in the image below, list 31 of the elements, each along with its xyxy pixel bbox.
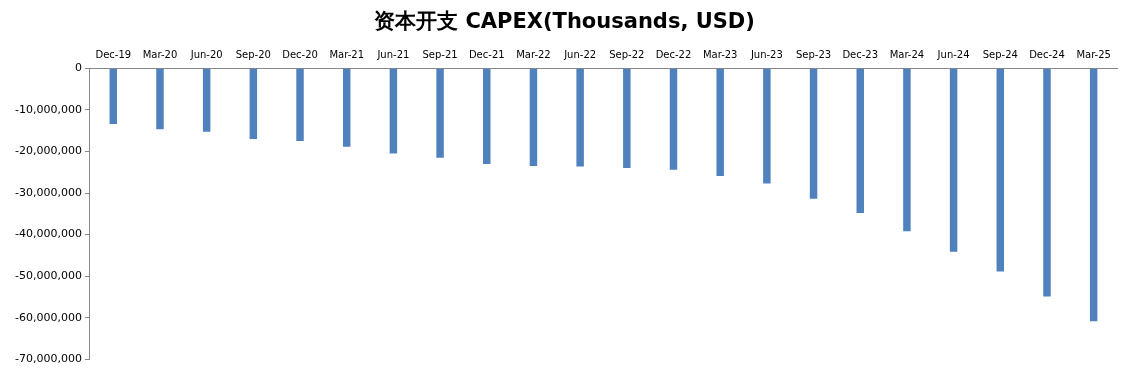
y-tick-label: -20,000,000 [15,144,82,158]
y-tick-label: -40,000,000 [15,227,82,241]
x-tick-label: Jun-23 [749,48,783,60]
x-tick-label: Dec-24 [1029,48,1065,60]
x-tick-label: Sep-21 [422,48,458,60]
y-tick-label: -60,000,000 [15,310,82,324]
x-tick-label: Mar-23 [702,48,738,60]
y-tick-label: -70,000,000 [15,352,82,366]
y-tick-label: -10,000,000 [15,102,82,116]
x-tick-label: Sep-22 [609,48,645,60]
x-tick-label: Mar-24 [889,48,925,60]
x-tick-label: Mar-25 [1076,48,1111,60]
y-tick-label: -50,000,000 [15,269,82,283]
x-tick-label: Sep-24 [982,48,1018,60]
x-tick-label: Mar-21 [329,48,364,60]
x-tick-label: Dec-23 [842,48,879,60]
x-tick-label: Jun-24 [936,48,970,60]
x-tick-label: Jun-20 [189,48,223,60]
y-tick-label: -30,000,000 [15,185,82,199]
x-tick-label: Sep-23 [795,48,832,60]
chart-title: 资本开支 CAPEX(Thousands, USD) [374,9,755,34]
y-tick-label: 0 [74,61,82,75]
x-tick-label: Jun-22 [563,48,597,60]
x-tick-label: Dec-21 [468,48,505,60]
x-tick-label: Dec-19 [95,48,132,60]
x-tick-label: Dec-20 [282,48,318,60]
x-tick-label: Mar-20 [142,48,178,60]
x-tick-label: Jun-21 [376,48,410,60]
x-tick-label: Sep-20 [235,48,271,60]
x-tick-label: Mar-22 [516,48,551,60]
x-tick-label: Dec-22 [655,48,692,60]
